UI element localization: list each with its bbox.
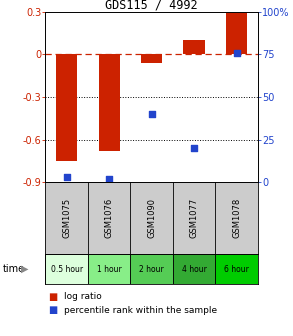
Text: ■: ■ [48, 292, 58, 302]
Bar [45, 254, 88, 284]
Text: 6 hour: 6 hour [224, 265, 249, 274]
Bar [226, 13, 247, 54]
Bar [173, 254, 215, 284]
Text: GSM1076: GSM1076 [105, 198, 114, 238]
Bar [56, 54, 77, 161]
Point [107, 176, 111, 181]
Text: percentile rank within the sample: percentile rank within the sample [64, 306, 218, 314]
Text: GSM1090: GSM1090 [147, 198, 156, 238]
Title: GDS115 / 4992: GDS115 / 4992 [105, 0, 198, 12]
Text: GSM1075: GSM1075 [62, 198, 71, 238]
Bar [141, 54, 162, 63]
Text: log ratio: log ratio [64, 292, 102, 301]
Bar [183, 40, 205, 54]
Point [234, 50, 239, 55]
Text: ■: ■ [48, 305, 58, 315]
Text: time: time [3, 264, 25, 274]
Text: ▶: ▶ [21, 264, 29, 274]
Bar [98, 54, 120, 151]
Text: GSM1077: GSM1077 [190, 198, 199, 238]
Bar [130, 254, 173, 284]
Bar [88, 254, 130, 284]
Text: 4 hour: 4 hour [182, 265, 207, 274]
Point [149, 111, 154, 117]
Text: GSM1078: GSM1078 [232, 198, 241, 238]
Text: 0.5 hour: 0.5 hour [51, 265, 83, 274]
Point [192, 145, 197, 151]
Text: 1 hour: 1 hour [97, 265, 122, 274]
Point [64, 174, 69, 180]
Text: 2 hour: 2 hour [139, 265, 164, 274]
Bar [215, 254, 258, 284]
